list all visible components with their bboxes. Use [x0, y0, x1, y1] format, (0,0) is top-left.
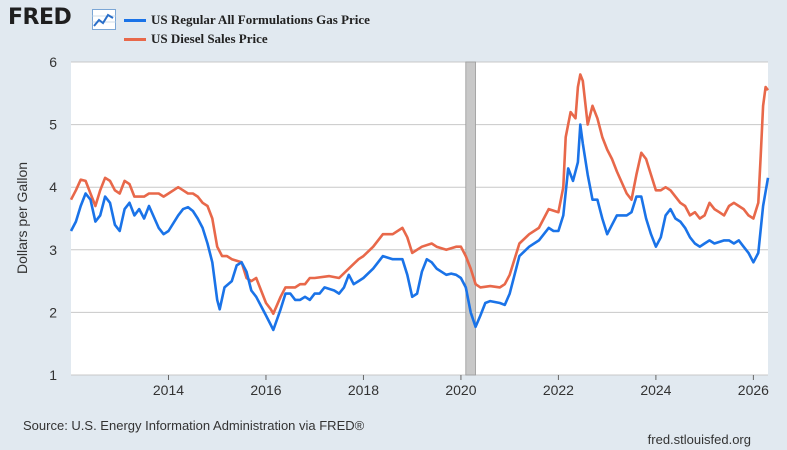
- grid-lines: [71, 61, 768, 376]
- trend-line-icon: [92, 9, 116, 30]
- x-tick-label: 2020: [445, 382, 476, 398]
- chart-series: [69, 73, 770, 332]
- legend-item-gas[interactable]: US Regular All Formulations Gas Price: [124, 12, 370, 28]
- x-axis-ticks: 2014 2016 2018 2020 2022 2024 2026: [153, 375, 769, 398]
- y-tick-label: 5: [49, 117, 57, 133]
- x-tick-label: 2016: [250, 382, 281, 398]
- legend-label-diesel: US Diesel Sales Price: [151, 31, 268, 46]
- series-line-0: [69, 123, 770, 332]
- legend-item-diesel[interactable]: US Diesel Sales Price: [124, 31, 268, 47]
- y-tick-label: 2: [49, 304, 57, 320]
- x-tick-label: 2014: [153, 382, 184, 398]
- y-axis-ticks: 1 2 3 4 5 6: [49, 54, 57, 383]
- recession-shading: [465, 61, 476, 376]
- x-tick-label: 2022: [543, 382, 574, 398]
- plot-area: [71, 62, 768, 375]
- legend-swatch-gas: [124, 18, 146, 22]
- y-tick-label: 3: [49, 242, 57, 258]
- recession-band: [465, 61, 476, 376]
- y-tick-label: 6: [49, 54, 57, 70]
- legend-label-gas: US Regular All Formulations Gas Price: [151, 12, 370, 27]
- x-tick-label: 2024: [640, 382, 671, 398]
- fred-logo[interactable]: FRED: [8, 5, 72, 30]
- fred-url-link[interactable]: fred.stlouisfed.org: [647, 432, 751, 447]
- y-tick-label: 1: [49, 367, 57, 383]
- series-line-1: [69, 73, 770, 316]
- chart-header: FRED US Regular All Formulations Gas Pri…: [0, 0, 787, 56]
- line-chart: 1 2 3 4 5 6 2014 2016 2018 2020 2022 2024 2026 Doll…: [14, 54, 770, 398]
- legend-swatch-diesel: [124, 37, 146, 41]
- x-tick-label: 2026: [738, 382, 769, 398]
- x-tick-label: 2018: [348, 382, 379, 398]
- y-axis-label: Dollars per Gallon: [14, 162, 30, 274]
- source-note: Source: U.S. Energy Information Administ…: [23, 418, 365, 433]
- y-tick-label: 4: [49, 179, 57, 195]
